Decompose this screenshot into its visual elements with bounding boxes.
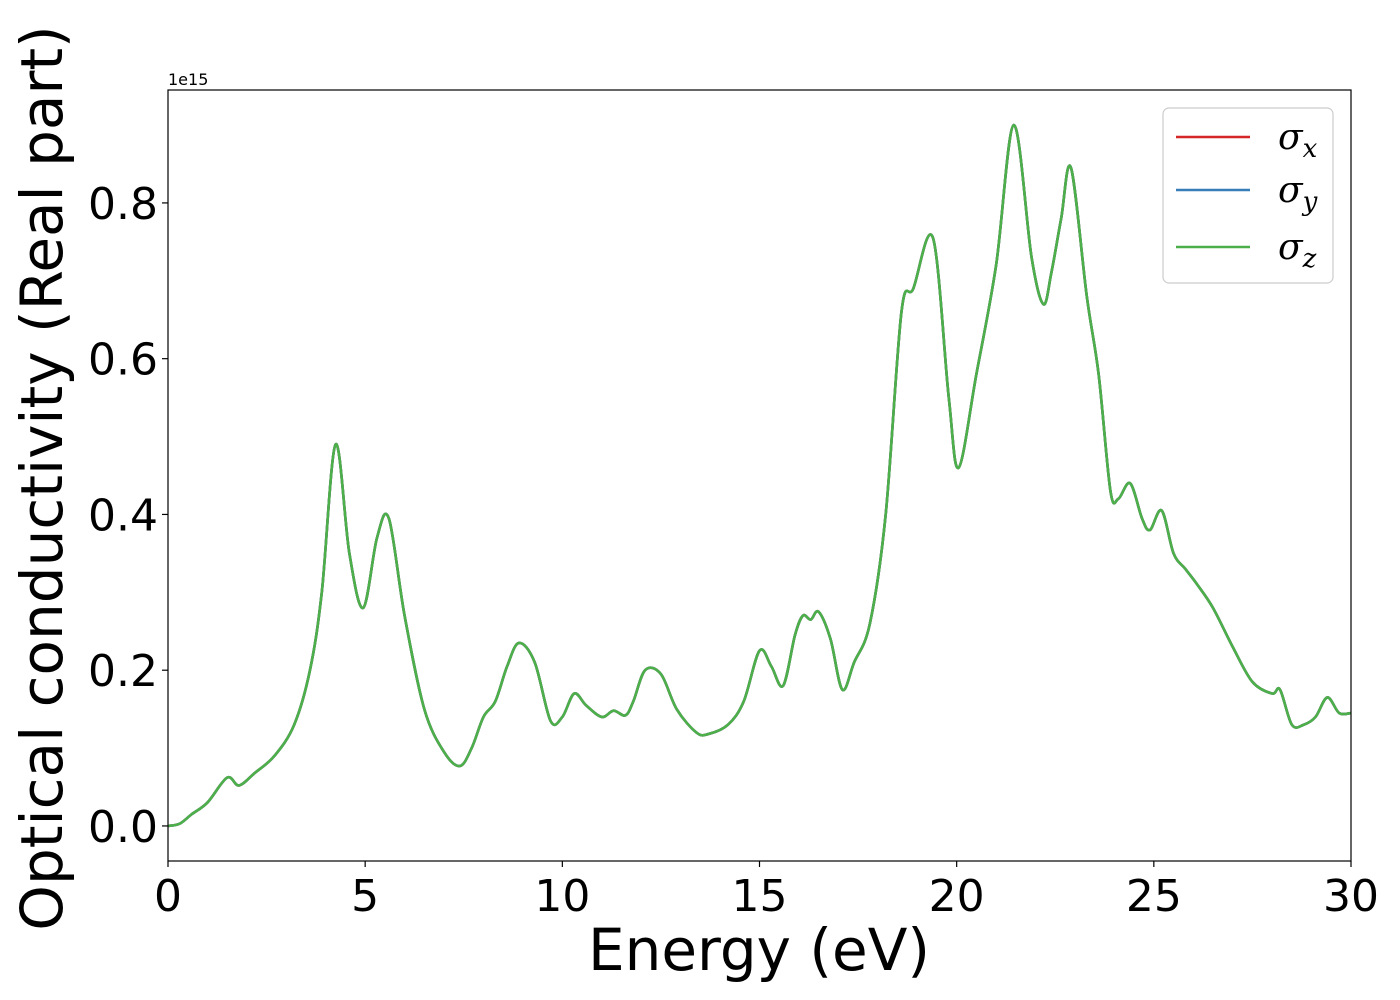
series-layer	[167, 123, 1352, 828]
legend-label-sigma-x: σx	[1278, 117, 1318, 164]
legend-box	[1162, 107, 1334, 284]
y-tick-label: 0.4	[88, 490, 158, 541]
x-axis-ticks: 0 5 10 15 20 25 30	[154, 861, 1379, 922]
x-tick-label: 5	[351, 871, 379, 922]
x-tick-label: 15	[732, 871, 788, 922]
x-tick-label: 20	[929, 871, 985, 922]
y-axis-ticks: 0.0 0.2 0.4 0.6 0.8	[88, 179, 168, 853]
y-tick-label: 0.2	[88, 646, 158, 697]
x-axis-label: Energy (eV)	[588, 916, 930, 984]
x-tick-label: 10	[534, 871, 590, 922]
legend-label-sigma-y: σy	[1278, 170, 1318, 217]
x-tick-label: 25	[1126, 871, 1182, 922]
x-tick-label: 30	[1323, 871, 1379, 922]
series-line-sigma-z	[167, 123, 1352, 828]
y-tick-label: 0.8	[88, 179, 158, 230]
x-tick-label: 0	[154, 871, 182, 922]
y-axis-label: Optical conductivity (Real part)	[8, 25, 76, 930]
y-tick-label: 0.0	[88, 802, 158, 853]
y-tick-label: 0.6	[88, 335, 158, 386]
y-offset-text: 1e15	[168, 70, 208, 89]
